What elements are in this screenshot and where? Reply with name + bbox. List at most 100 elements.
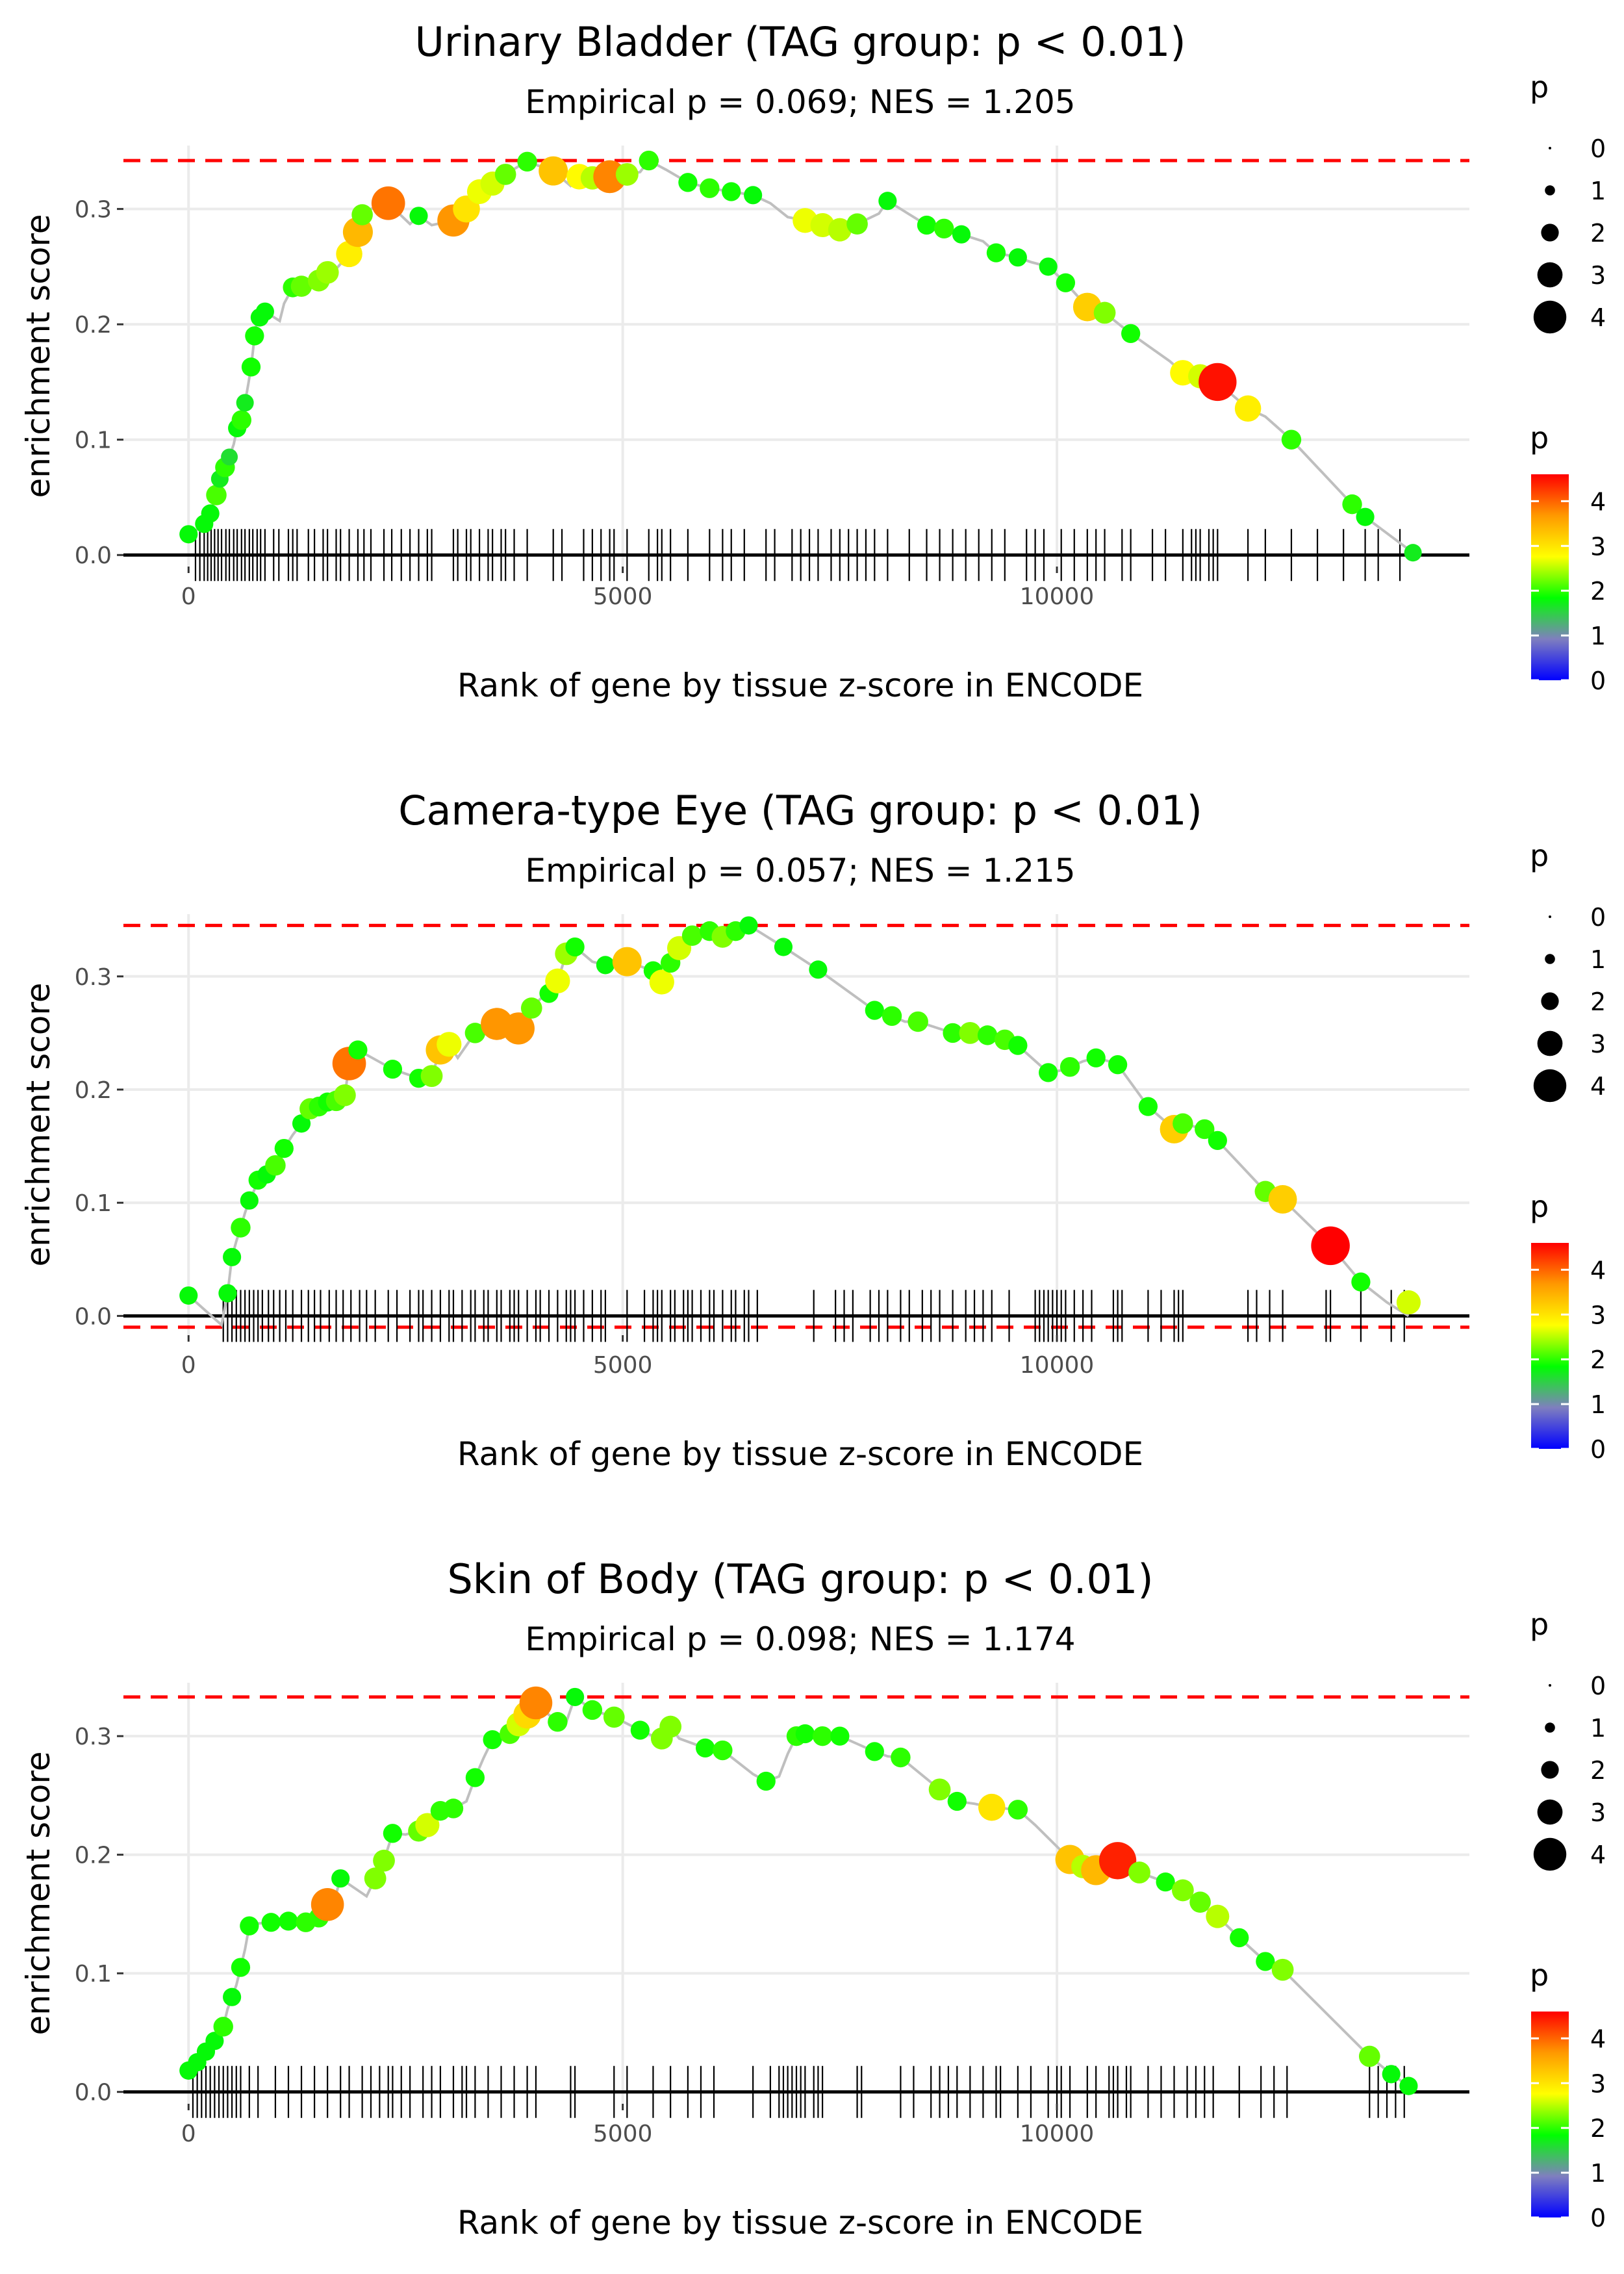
data-point xyxy=(1399,2076,1418,2095)
y-tick-label: 0.1 xyxy=(75,1961,112,1987)
data-point xyxy=(1056,273,1076,292)
data-point xyxy=(519,1686,553,1720)
data-point xyxy=(565,937,585,957)
data-point xyxy=(891,1747,911,1768)
data-point xyxy=(290,275,312,297)
y-tick-label: 0.0 xyxy=(75,543,112,569)
y-tick-label: 0.3 xyxy=(75,1724,112,1750)
data-point xyxy=(795,1724,815,1744)
data-point xyxy=(255,302,274,321)
size-legend-dot xyxy=(1533,300,1567,334)
data-point xyxy=(502,1012,535,1045)
data-point xyxy=(245,326,264,346)
data-point xyxy=(1108,1055,1128,1075)
data-point xyxy=(231,1958,251,1977)
data-point xyxy=(218,1284,237,1303)
color-legend-title: p xyxy=(1530,1189,1549,1224)
data-point xyxy=(415,1813,440,1837)
size-legend-label: 1 xyxy=(1590,1714,1606,1743)
data-point xyxy=(539,156,568,186)
data-point xyxy=(695,1738,715,1758)
color-legend-bar xyxy=(1531,2012,1569,2217)
size-legend-label: 2 xyxy=(1590,219,1606,248)
x-tick-label: 10000 xyxy=(1020,2121,1095,2147)
data-point xyxy=(1086,1048,1106,1067)
data-point xyxy=(348,1040,368,1060)
data-point xyxy=(292,1114,311,1133)
size-legend-dot xyxy=(1537,1030,1563,1056)
data-point xyxy=(205,2032,224,2050)
data-point xyxy=(1171,1879,1194,1902)
x-axis-title: Rank of gene by tissue z-score in ENCODE xyxy=(457,2204,1143,2242)
chart-subtitle: Empirical p = 0.098; NES = 1.174 xyxy=(525,1620,1075,1658)
y-tick-label: 0.1 xyxy=(75,1190,112,1217)
data-point xyxy=(566,1687,585,1706)
data-point xyxy=(236,394,254,412)
chart-panel-1: Urinary Bladder (TAG group: p < 0.01) Emp… xyxy=(19,18,1606,704)
size-legend-label: 3 xyxy=(1590,261,1606,290)
data-point xyxy=(1382,2065,1401,2084)
color-legend-label: 1 xyxy=(1590,2159,1606,2188)
data-point xyxy=(1059,1056,1080,1077)
size-legend-label: 4 xyxy=(1590,303,1606,332)
data-point xyxy=(1230,1928,1249,1948)
color-legend-label: 4 xyxy=(1590,1256,1606,1284)
data-point xyxy=(1199,363,1237,402)
data-point xyxy=(978,1793,1006,1821)
data-point xyxy=(545,968,570,993)
size-legend-label: 4 xyxy=(1590,1072,1606,1101)
data-point xyxy=(917,215,937,235)
data-point xyxy=(1138,1097,1158,1116)
data-point xyxy=(649,969,674,995)
data-point xyxy=(713,1740,733,1761)
x-tick-label: 5000 xyxy=(593,2121,653,2147)
data-point xyxy=(231,410,252,430)
data-point xyxy=(1121,324,1141,344)
data-point xyxy=(1206,1904,1230,1928)
data-point xyxy=(1342,494,1362,515)
x-tick-label: 5000 xyxy=(593,1352,653,1379)
data-point xyxy=(517,151,537,172)
color-legend-title: p xyxy=(1530,420,1549,455)
y-tick-label: 0.2 xyxy=(75,1843,112,1869)
color-legend-label: 3 xyxy=(1590,2069,1606,2098)
data-point xyxy=(596,956,615,975)
enrichment-curve xyxy=(187,1694,1410,2088)
data-point xyxy=(311,1888,344,1921)
y-tick-label: 0.3 xyxy=(75,197,112,224)
data-point xyxy=(774,938,793,956)
data-point xyxy=(977,1025,998,1045)
data-point xyxy=(179,1286,198,1305)
data-point xyxy=(1311,1226,1350,1266)
data-point xyxy=(437,1032,462,1057)
x-tick-label: 0 xyxy=(181,2121,196,2147)
data-point xyxy=(612,947,642,977)
color-legend-label: 0 xyxy=(1590,2204,1606,2232)
size-legend-dot xyxy=(1549,1684,1551,1687)
size-legend-label: 1 xyxy=(1590,945,1606,974)
y-tick-label: 0.0 xyxy=(75,1303,112,1330)
data-point xyxy=(630,1720,650,1740)
size-legend-label: 3 xyxy=(1590,1030,1606,1058)
data-point xyxy=(722,182,741,201)
data-point xyxy=(279,1911,298,1931)
data-point xyxy=(241,357,261,377)
chart-subtitle: Empirical p = 0.057; NES = 1.215 xyxy=(525,852,1075,889)
data-point xyxy=(223,1247,242,1266)
color-legend-title: p xyxy=(1530,1958,1549,1993)
data-point xyxy=(947,1791,967,1811)
x-axis-title: Rank of gene by tissue z-score in ENCODE xyxy=(457,667,1143,704)
y-axis-title: enrichment score xyxy=(19,982,57,1266)
data-point xyxy=(603,1706,625,1728)
data-point xyxy=(678,173,698,192)
chart-subtitle: Empirical p = 0.069; NES = 1.205 xyxy=(525,83,1075,121)
data-point xyxy=(336,240,362,268)
color-legend-label: 0 xyxy=(1590,1435,1606,1464)
data-point xyxy=(383,1060,403,1079)
data-point xyxy=(1128,1861,1150,1884)
size-legend-label: 3 xyxy=(1590,1798,1606,1827)
data-point xyxy=(261,1913,281,1932)
data-point xyxy=(409,207,428,225)
data-point xyxy=(1281,429,1302,450)
data-point xyxy=(882,1006,902,1026)
